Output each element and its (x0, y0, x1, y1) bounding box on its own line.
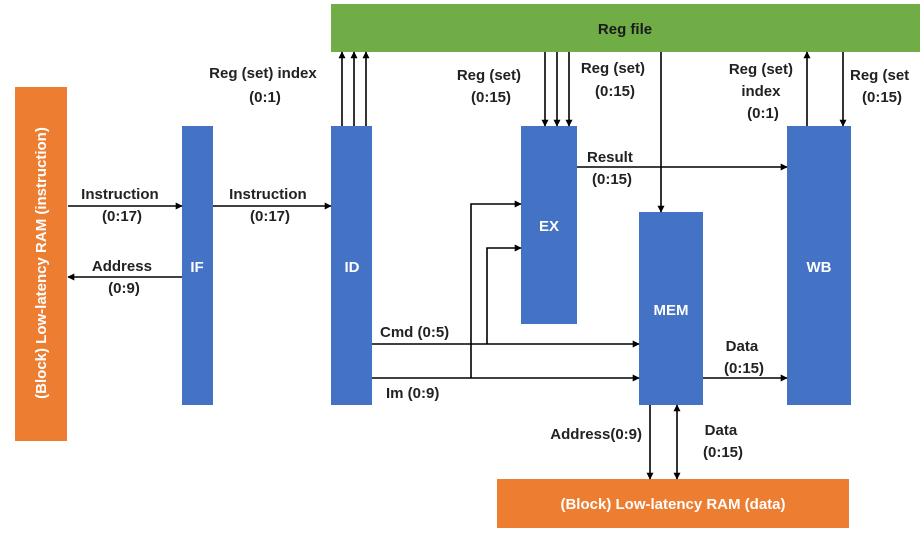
ram-mem-data-label: Data (0:15) (703, 422, 743, 461)
if-stage-block (182, 126, 213, 405)
ex-stage-label: EX (539, 218, 559, 235)
reg-file-label: Reg file (598, 21, 652, 38)
id-reg-index-label: Reg (set) index (0:1) (209, 65, 321, 106)
im-to-ex-arrow (470, 200, 522, 378)
id-stage-block (331, 126, 372, 405)
ram-if-instruction-label: Instruction (0:17) (81, 186, 163, 225)
wb-reg-index-label: Reg (set) index (0:1) (729, 61, 797, 122)
ex-result-label: Result (0:15) (587, 149, 637, 188)
reg-mem-label: Reg (set) (0:15) (581, 60, 649, 100)
mem-wb-data-label: Data (0:15) (724, 338, 764, 377)
wires (67, 51, 847, 480)
if-stage-label: IF (190, 259, 203, 276)
wb-stage-block (787, 126, 851, 405)
ex-stage-block (521, 126, 577, 324)
instruction-ram-label: (Block) Low-latency RAM (instruction) (33, 127, 50, 399)
reg-wb-label: Reg (set (0:15) (850, 67, 913, 106)
mem-stage-label: MEM (654, 302, 689, 319)
instruction-ram-block (15, 87, 67, 441)
id-im-label: Im (0:9) (386, 385, 439, 402)
if-ram-address-label: Address (0:9) (92, 258, 156, 297)
reg-ex-label: Reg (set) (0:15) (457, 67, 525, 106)
data-ram-label: (Block) Low-latency RAM (data) (560, 496, 785, 513)
reg-file-block (331, 4, 920, 52)
mem-ram-address-label: Address(0:9) (550, 426, 642, 443)
data-ram-block (497, 479, 849, 528)
wb-stage-label: WB (807, 259, 832, 276)
cmd-to-ex-arrow (486, 244, 522, 344)
if-id-instruction-label: Instruction (0:17) (229, 186, 311, 225)
id-stage-label: ID (345, 259, 360, 276)
id-cmd-label: Cmd (0:5) (380, 324, 449, 341)
mem-stage-block (639, 212, 703, 405)
